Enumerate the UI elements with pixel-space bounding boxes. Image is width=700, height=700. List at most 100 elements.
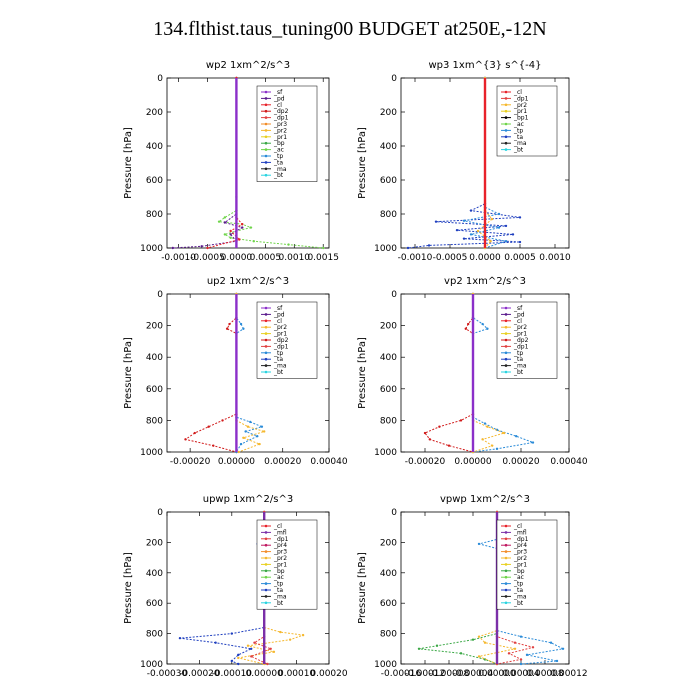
data-point <box>427 244 431 247</box>
y-tick-label: 600 <box>146 176 163 186</box>
y-tick-label: 200 <box>146 322 163 332</box>
legend-label: _ta <box>513 356 523 363</box>
legend-marker <box>264 575 268 579</box>
data-point <box>242 327 245 330</box>
legend-marker <box>504 370 508 374</box>
x-tick-label: 0.0010 <box>279 253 311 263</box>
legend-label: _pd <box>513 311 525 318</box>
y-tick-label: 1000 <box>140 244 163 254</box>
plot-frame <box>166 293 330 453</box>
y-tick-label: 600 <box>146 599 163 609</box>
data-point <box>256 435 259 438</box>
legend-marker <box>264 345 268 348</box>
series-line-tp <box>463 78 507 249</box>
y-tick-label: 1000 <box>140 448 163 458</box>
x-tick-label: -0.00012 <box>405 669 445 679</box>
y-tick-label: 0 <box>391 290 397 300</box>
data-point <box>287 243 290 246</box>
legend-label: _pr4 <box>513 542 527 549</box>
legend-marker <box>264 338 268 342</box>
data-point <box>467 322 470 326</box>
legend-label: _pr2 <box>513 555 527 562</box>
data-point <box>497 212 501 216</box>
x-tick-label: 0.00012 <box>550 669 587 679</box>
y-tick-label: 800 <box>146 416 163 426</box>
legend-marker <box>504 129 508 132</box>
data-point <box>217 220 221 223</box>
y-tick-label: 0 <box>157 74 163 84</box>
legend-marker <box>504 588 508 592</box>
legend-label: _ma <box>273 363 287 370</box>
legend-label: _tp <box>513 127 523 134</box>
data-point <box>249 420 252 424</box>
data-point <box>518 216 522 219</box>
legend-marker <box>504 116 508 119</box>
legend-label: _sf <box>273 89 283 96</box>
y-axis-label: Pressure [hPa] <box>357 337 368 409</box>
data-point <box>223 233 227 236</box>
legend-label: _bt <box>513 369 524 376</box>
legend-label: _ma <box>513 140 527 147</box>
y-tick-label: 0 <box>157 508 163 518</box>
data-point <box>229 236 232 239</box>
legend-label: _ac <box>513 574 524 581</box>
legend-marker <box>264 588 268 592</box>
legend-label: _pr3 <box>273 549 287 556</box>
data-point <box>477 635 481 638</box>
chart-panel-2: up2 1xm^2/s^3 Pressure [hPa] 0 200 400 600 800… <box>123 276 348 467</box>
series-line-dp2 <box>424 294 474 453</box>
legend-marker <box>264 364 268 367</box>
x-tick-label: 0.00020 <box>310 669 347 679</box>
series-line-tp <box>478 512 565 665</box>
x-tick-label: -0.00004 <box>453 669 494 679</box>
legend-marker <box>264 167 268 171</box>
legend-marker <box>264 129 268 132</box>
legend-label: _pd <box>273 95 285 102</box>
legend-label: _pr2 <box>273 127 287 134</box>
x-tick-label: 0.0000 <box>221 253 253 263</box>
x-tick-label: -0.00020 <box>170 457 211 467</box>
plot-frame <box>400 293 570 453</box>
legend-marker <box>504 582 508 585</box>
legend-marker <box>264 524 268 528</box>
legend-marker <box>504 569 508 573</box>
data-point <box>477 655 481 658</box>
data-point <box>406 246 410 250</box>
x-tick-label: 0.0015 <box>307 253 339 263</box>
data-point <box>511 233 515 236</box>
data-point <box>495 447 499 451</box>
data-point <box>206 246 209 250</box>
data-point <box>549 641 553 644</box>
data-point <box>241 226 244 229</box>
legend-marker <box>264 325 268 329</box>
data-point <box>272 650 276 654</box>
legend-label: _pd <box>273 311 285 318</box>
data-point <box>435 644 439 647</box>
legend-marker <box>264 569 268 573</box>
data-point <box>237 653 240 657</box>
legend-label: _ac <box>273 147 284 154</box>
series-line-pd <box>172 78 244 249</box>
data-point <box>462 237 466 240</box>
panel-title: upwp 1xm^2/s^3 <box>203 494 293 505</box>
x-tick-label: -0.00010 <box>212 669 253 679</box>
legend-label: _bt <box>513 600 524 607</box>
data-point <box>476 229 480 233</box>
legend-label: _tp <box>273 153 283 160</box>
y-tick-label: 200 <box>380 538 397 548</box>
legend-marker <box>504 531 508 534</box>
legend-marker <box>504 338 508 342</box>
y-tick-label: 800 <box>146 630 163 640</box>
data-point <box>193 431 196 435</box>
data-point <box>469 233 473 236</box>
legend-marker <box>264 332 268 335</box>
x-tick-label: -0.00020 <box>405 457 446 467</box>
legend-label: _bp <box>273 140 285 147</box>
data-point <box>486 327 489 330</box>
legend-marker <box>264 543 268 547</box>
legend-label: _ac <box>513 121 524 128</box>
y-tick-label: 0 <box>391 74 397 84</box>
legend-label: _pr1 <box>513 331 527 338</box>
x-tick-label: 0.00004 <box>502 669 539 679</box>
